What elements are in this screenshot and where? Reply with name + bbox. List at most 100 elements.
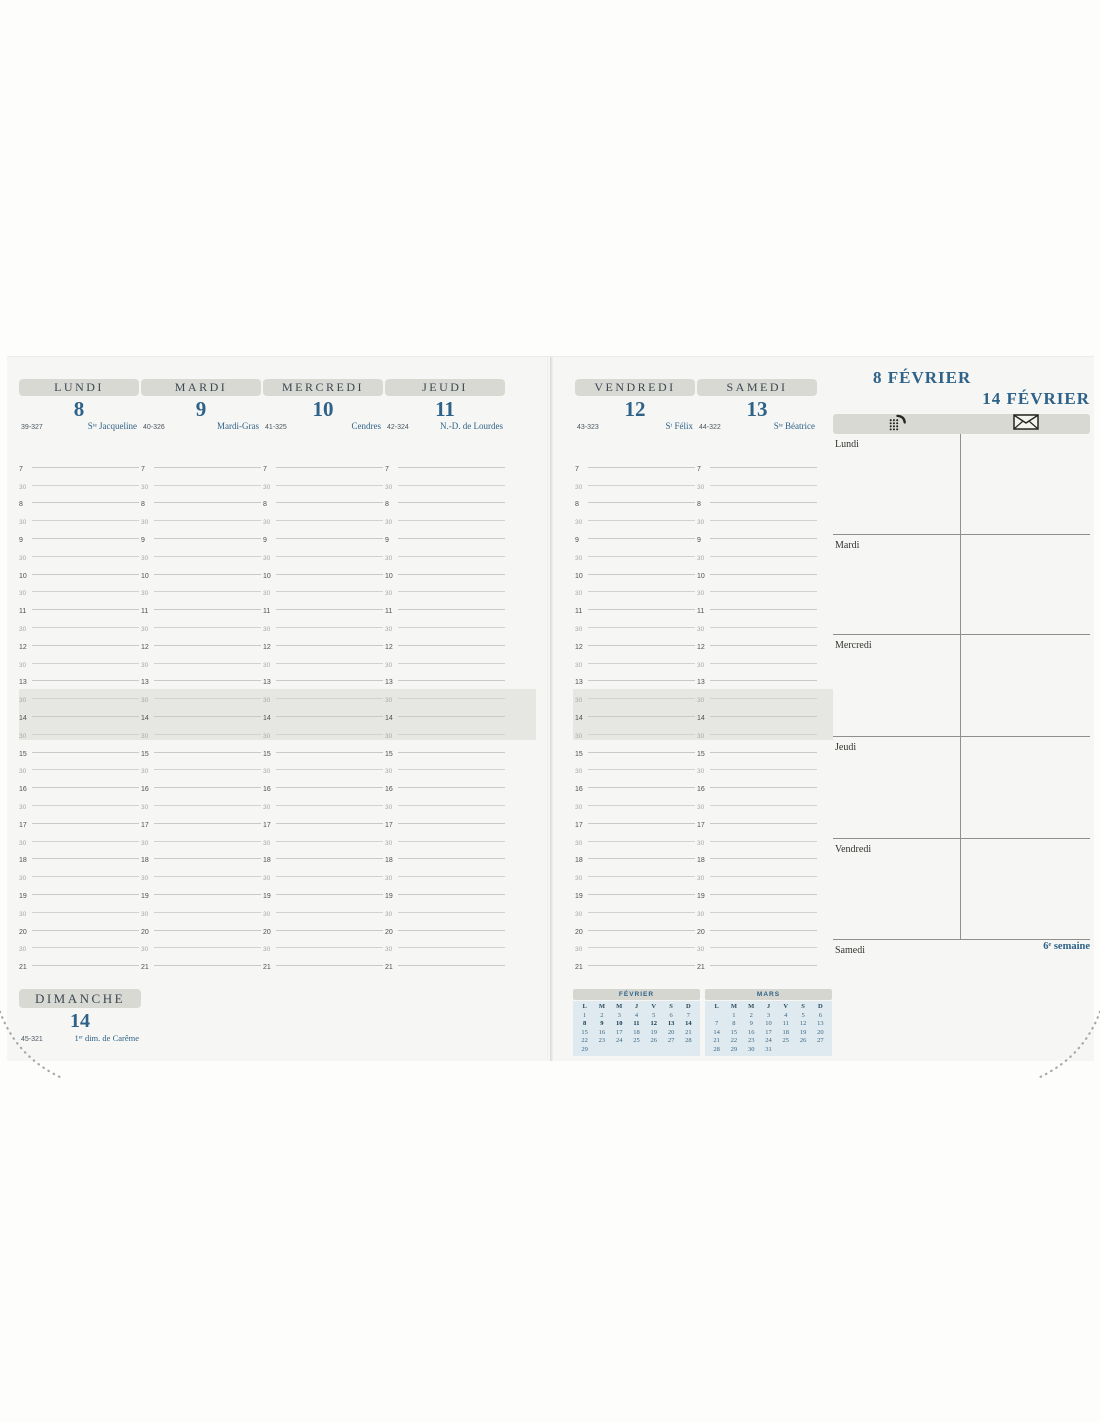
time-label: 10 [141,572,149,580]
time-row: 11 [385,595,505,615]
time-label: 7 [385,465,389,473]
time-row: 16 [575,773,695,793]
notes-day-label: Samedi [835,945,865,956]
time-label: 30 [385,697,393,705]
time-line [398,804,505,806]
time-row: 8 [697,489,817,508]
mini-calendar-day: 24 [765,1037,772,1044]
time-line [588,573,695,575]
time-line [398,591,505,593]
time-line [154,502,261,504]
time-line [398,787,505,789]
time-row: 30 [263,791,383,811]
time-label: 15 [19,750,27,758]
time-label: 14 [19,714,27,722]
mini-calendar-day: 23 [598,1037,606,1044]
phone-icon [886,413,908,436]
time-label: 10 [575,572,583,580]
time-line [710,609,817,611]
time-label: 30 [19,483,27,491]
time-label: 30 [263,625,271,633]
time-row: 30 [385,649,505,668]
time-row: 30 [697,898,817,917]
time-line [710,929,817,931]
notes-column-divider [960,434,961,939]
time-line [32,822,139,824]
time-label: 30 [141,839,149,847]
notes-section-jeudi: Jeudi [833,736,1090,755]
time-label: 17 [575,821,583,829]
notes-day-label: Vendredi [835,844,872,855]
time-label: 30 [19,625,27,633]
time-line [710,626,817,628]
mini-calendar-day: 22 [581,1037,588,1044]
time-label: 18 [263,857,271,865]
time-row: 30 [19,649,139,668]
time-label: 12 [19,643,27,651]
mini-calendar-day: 6 [818,1011,822,1019]
time-row: 30 [141,684,261,704]
time-line [32,573,139,575]
time-row: 30 [141,542,261,562]
time-label: 10 [263,572,271,580]
time-label: 7 [141,465,145,473]
time-row: 30 [263,862,383,882]
time-line [710,484,817,486]
time-row: 15 [385,738,505,758]
mini-calendar-day: 1 [583,1011,587,1019]
time-label: 11 [575,608,583,616]
time-grid: 7 30 8 30 9 30 10 30 11 30 12 30 13 30 14 30 15 30 16 30 17 3… [385,453,505,971]
time-row: 11 [697,595,817,615]
time-grid: 7 30 8 30 9 30 10 30 11 30 12 30 13 30 14 30 15 30 16 30 17 3… [697,453,817,971]
time-label: 30 [141,768,149,776]
time-label: 7 [575,465,579,473]
time-label: 20 [263,928,271,936]
time-row: 30 [575,542,695,562]
time-label: 17 [263,821,271,829]
time-label: 9 [263,536,267,544]
notes-day-label: Mercredi [835,640,872,651]
time-label: 30 [19,768,27,776]
time-label: 12 [385,643,393,651]
time-row: 30 [697,506,817,526]
time-label: 19 [19,892,27,900]
time-line [276,484,383,486]
time-label: 30 [385,625,393,633]
time-row: 12 [385,631,505,651]
time-line [276,537,383,539]
time-line [588,769,695,771]
time-label: 30 [697,483,705,491]
mini-calendar-day: 21 [713,1037,720,1044]
time-line [710,733,817,735]
time-row: 16 [697,773,817,793]
mini-calendar-day: 10 [765,1020,772,1027]
time-line [276,804,383,806]
time-line [398,537,505,539]
time-line [398,626,505,628]
time-line [276,929,383,931]
time-line [154,893,261,895]
time-row: 30 [575,684,695,704]
time-label: 30 [263,554,271,562]
mini-calendar-weekday: J [766,1003,771,1010]
time-line [32,715,139,717]
mini-calendar-day [708,1012,725,1020]
time-row: 8 [575,489,695,508]
time-row: 30 [697,542,817,562]
day-column-jeudi: JEUDI 11 42-324 N.-D. de Lourdes 7 30 8 30 9 30 10… [385,379,505,971]
day-saint: 1ᵉʳ dim. de Carême [74,1033,139,1043]
time-row: 30 [19,506,139,526]
mini-calendar-weekday: V [651,1003,657,1010]
day-code: 40-326 [143,424,165,431]
time-label: 30 [697,661,705,669]
time-row: 30 [19,934,139,953]
time-label: 9 [141,536,145,544]
mini-calendar-day [593,1046,610,1054]
day-meta: 39-327 Sᵗᵉ Jacqueline [19,421,139,431]
time-line [276,947,383,949]
time-line [588,787,695,789]
time-line [276,751,383,753]
mini-calendar-mars: MARS L M M J V S D 1 2 3 4 5 6 7 8 9 10 11 12 13 14 15 16 17 18 19… [705,989,832,1056]
mini-calendar-weekday: V [783,1003,789,1010]
time-label: 15 [575,750,583,758]
